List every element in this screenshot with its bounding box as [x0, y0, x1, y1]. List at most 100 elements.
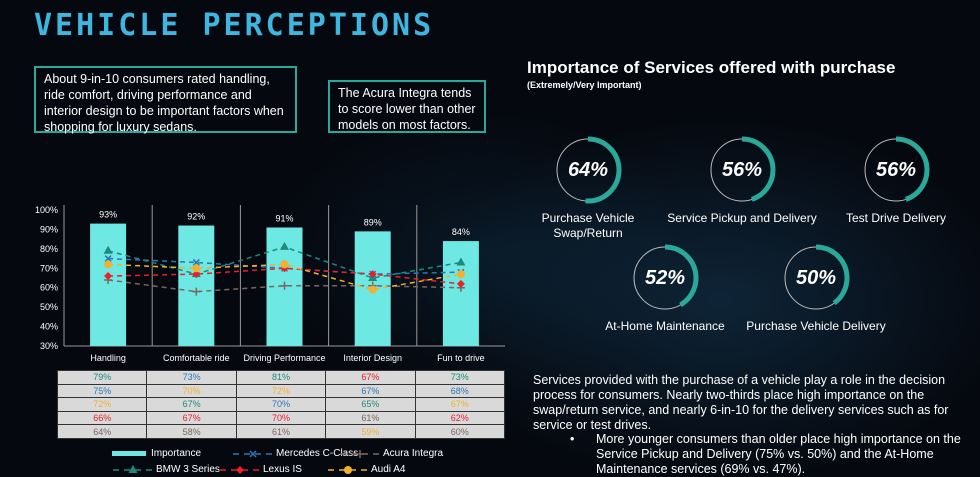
table-row: 66% 67% 70% 61% 62%	[56, 410, 506, 426]
audi-a4-point	[456, 270, 465, 279]
bmw-3-series-point	[456, 257, 466, 266]
table-cell: 70%	[235, 397, 327, 412]
legend-swatch	[113, 464, 153, 473]
services-paragraph: Services provided with the purchase of a…	[533, 373, 949, 432]
services-subtitle: (Extremely/Very Important)	[527, 80, 642, 90]
legend-swatch	[112, 450, 146, 456]
ring-gauge	[782, 244, 850, 312]
table-cell: 73%	[146, 370, 237, 385]
bar-data-label: 93%	[99, 210, 117, 220]
table-cell: 72%	[56, 397, 148, 412]
table-cell: 73%	[414, 370, 506, 385]
bar-data-label: 92%	[187, 212, 205, 222]
ring-arc	[708, 136, 776, 204]
table-row: 72% 67% 70% 65% 67%	[56, 397, 506, 412]
legend-label: Audi A4	[371, 464, 406, 475]
x-tick-label: Fun to drive	[437, 353, 485, 363]
service-ring: 50%	[781, 243, 851, 313]
ring-percent: 50%	[795, 266, 837, 289]
lexus-is-point	[456, 279, 465, 288]
table-row: 79% 73% 81% 67% 73%	[56, 370, 506, 385]
legend-swatch	[220, 465, 260, 474]
audi-a4-point	[280, 260, 289, 269]
ring-percent: 56%	[721, 158, 763, 181]
table-cell: 60%	[414, 424, 506, 439]
ring-arc	[862, 136, 930, 204]
service-label: Purchase Vehicle Swap/Return	[541, 211, 635, 240]
x-tick-label: Driving Performance	[243, 353, 325, 363]
mercedes-c-class-line	[108, 257, 461, 275]
bar-data-label: 84%	[452, 227, 470, 237]
legend-marker	[344, 465, 352, 474]
mercedes-c-class-point	[104, 255, 112, 263]
y-tick-label: 50%	[40, 302, 58, 312]
legend-label: Acura Integra	[383, 448, 444, 459]
legend-item: Lexus IS	[220, 464, 302, 475]
table-cell: 70%	[146, 383, 237, 399]
bmw-3-series-point	[103, 245, 113, 254]
y-tick-label: 70%	[40, 263, 58, 273]
legend-swatch	[328, 465, 368, 474]
lexus-is-point	[368, 270, 377, 279]
ring-percent: 64%	[567, 158, 609, 181]
ring-arc	[554, 136, 622, 204]
ring-gauge	[708, 136, 776, 204]
legend-marker	[249, 449, 257, 458]
callout-box-importance: About 9-in-10 consumers rated handling, …	[34, 66, 297, 134]
legend-item: BMW 3 Series	[113, 464, 220, 475]
importance-bar	[90, 223, 127, 346]
y-tick-label: 80%	[40, 244, 58, 254]
table-row: 75% 70% 72% 67% 68%	[56, 383, 506, 399]
table-cell: 59%	[325, 424, 416, 439]
service-ring: 64%	[553, 135, 623, 205]
service-label: Purchase Vehicle Delivery	[746, 319, 886, 333]
ring-gauge	[862, 136, 930, 204]
callout-box-acura: The Acura Integra tends to score lower t…	[328, 80, 486, 133]
bar-data-label: 89%	[364, 217, 382, 227]
services-bullet: More younger consumers than older place …	[570, 432, 970, 477]
y-tick-label: 90%	[40, 224, 58, 234]
audi-a4-point	[192, 264, 201, 273]
x-tick-label: Interior Design	[343, 353, 402, 363]
table-cell: 81%	[235, 370, 327, 385]
table-cell: 67%	[414, 397, 506, 412]
legend-item: Audi A4	[328, 464, 405, 475]
table-cell: 75%	[56, 383, 148, 399]
mercedes-c-class-point	[192, 258, 200, 266]
table-cell: 67%	[325, 383, 416, 399]
service-ring: 56%	[707, 135, 777, 205]
table-cell: 68%	[414, 383, 506, 399]
audi-a4-point	[104, 260, 113, 269]
table-cell: 79%	[56, 370, 148, 385]
x-tick-label: Handling	[90, 353, 126, 363]
table-cell: 61%	[325, 410, 416, 426]
table-cell: 64%	[56, 424, 148, 439]
page-title: VEHICLE PERCEPTIONS	[34, 8, 435, 43]
acura-integra-point	[280, 281, 289, 290]
table-cell: 67%	[325, 370, 416, 385]
legend-swatch	[233, 449, 273, 458]
table-cell: 58%	[146, 424, 237, 439]
table-cell: 72%	[235, 383, 327, 399]
acura-integra-point	[192, 287, 201, 296]
x-tick-label: Comfortable ride	[163, 353, 230, 363]
service-label: At-Home Maintenance	[605, 319, 725, 333]
table-row: 64% 58% 61% 59% 60%	[56, 424, 506, 439]
legend-marker	[128, 464, 138, 473]
table-cell: 67%	[146, 397, 237, 412]
legend-item: Mercedes C-Class	[233, 448, 358, 459]
service-label: Test Drive Delivery	[845, 211, 947, 225]
legend-item: Importance	[112, 448, 201, 459]
legend-bar-swatch	[112, 450, 146, 456]
legend-label: BMW 3 Series	[156, 464, 220, 475]
lexus-is-point	[192, 270, 201, 279]
table-cell: 62%	[414, 410, 506, 426]
services-title: Importance of Services offered with purc…	[527, 58, 896, 77]
ring-arc	[782, 244, 850, 312]
legend-swatch	[340, 449, 380, 458]
service-ring: 56%	[861, 135, 931, 205]
importance-bar	[178, 225, 215, 346]
ring-arc	[631, 244, 699, 312]
y-tick-label: 40%	[40, 322, 58, 332]
ring-percent: 56%	[875, 158, 917, 181]
